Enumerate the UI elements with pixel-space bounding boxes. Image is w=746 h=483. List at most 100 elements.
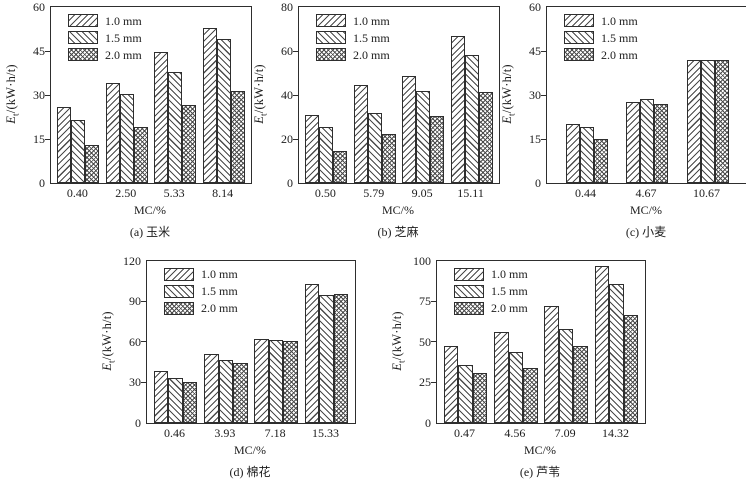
y-tick-label: 25 [419,375,431,390]
bar-group [153,261,198,423]
x-tick-label: 7.18 [264,425,286,440]
legend-label: 1.5 mm [601,30,638,45]
y-tick-label: 120 [123,253,141,268]
x-tick-label: 5.33 [163,186,185,200]
legend-item: 2.0 mm [316,48,390,61]
bar-groups [547,7,746,183]
legend-label: 1.5 mm [491,284,528,299]
x-tick-label: 9.05 [411,186,433,200]
chart-caption: (c) 小麦 [625,225,667,240]
bar-group [154,7,197,183]
bar [333,151,348,183]
y-tick-label: 100 [413,253,431,268]
bar [85,144,100,183]
y-tick-mark [431,341,436,343]
bar-groups [437,261,645,423]
bar [168,378,183,423]
plot-area: 0 20 40 60 80 1.0 mm 1.5 mm 2.0 mm [281,1,500,189]
bar [493,331,509,423]
y-tick-mark [293,50,298,52]
legend-item: 1.0 mm [316,14,390,27]
legend-swatch [68,31,98,44]
chart-a: Et/(kW·h/t) 0 15 30 45 60 1.0 mm 1.5 mm 2.0 mm 0.… [4,1,252,240]
x-tick-label: 0.47 [453,425,475,440]
legend-item: 2.0 mm [454,301,528,316]
legend-swatch [454,267,484,281]
bar [558,328,574,423]
legend-label: 1.0 mm [201,267,238,282]
legend-swatch [164,284,194,298]
legend-item: 1.5 mm [316,31,390,44]
bar-group [443,261,488,423]
x-tick-labels: 0.40 2.50 5.33 8.14 [50,186,250,200]
y-tick-label: 45 [33,44,45,58]
x-tick-label: 4.56 [504,425,526,440]
x-tick-label: 8.14 [212,186,234,200]
legend-label: 2.0 mm [601,47,638,62]
bar [202,27,217,183]
legend: 1.0 mm 1.5 mm 2.0 mm [164,267,238,315]
bar-group [686,7,729,183]
y-tick-label: 0 [287,176,293,190]
bar [700,59,715,183]
bottom-chart-row: Et/(kW·h/t) 0 30 60 90 120 1.0 mm 1.5 mm 2.0 mm 0… [2,255,744,480]
x-tick-label: 0.46 [163,425,185,440]
legend-label: 2.0 mm [353,47,390,62]
y-tick-label: 60 [129,334,141,349]
y-tick-label: 60 [529,0,541,14]
legend-swatch [454,301,484,315]
x-tick-label: 0.50 [314,186,336,200]
y-tick-label: 60 [33,0,45,14]
y-tick-label: 50 [419,334,431,349]
legend-label: 1.0 mm [491,267,528,282]
bar-group [57,7,100,183]
bar [57,106,72,183]
legend-item: 2.0 mm [164,301,238,315]
bar-groups [51,7,251,183]
bar [182,105,197,183]
bar [154,52,169,183]
legend-swatch [564,31,594,44]
bar [168,71,183,183]
bar-group [254,261,298,423]
bar-group [626,7,668,183]
x-tick-label: 10.67 [693,186,720,200]
bar [203,353,219,423]
bar [478,91,493,183]
y-tick-label: 20 [281,132,293,146]
legend-label: 2.0 mm [105,47,142,62]
legend-item: 2.0 mm [68,48,142,61]
y-tick-mark [45,50,50,52]
x-axis-label: MC/% [381,203,414,218]
bar [153,371,169,423]
bar [133,127,148,183]
bar-group [594,261,639,423]
legend-item: 1.0 mm [454,267,528,282]
plot-area: 0 25 50 75 100 1.0 mm 1.5 mm 2.0 mm [413,255,646,429]
legend-item: 1.5 mm [164,284,238,298]
plot-area: 0 15 30 45 60 1.0 mm 1.5 mm 2.0 mm [529,1,746,189]
legend-label: 1.5 mm [105,30,142,45]
bar [573,345,588,423]
bar [119,93,134,183]
y-tick-label: 30 [529,88,541,102]
legend-label: 1.0 mm [105,13,142,28]
legend-swatch [68,48,98,61]
legend-swatch [454,284,484,298]
legend-swatch [316,31,346,44]
x-tick-label: 4.67 [635,186,657,200]
y-tick-label: 40 [281,88,293,102]
legend-swatch [316,48,346,61]
x-tick-labels: 0.47 4.56 7.09 14.32 [436,425,644,440]
bar [416,90,431,183]
legend-swatch [316,14,346,27]
legend-label: 2.0 mm [491,301,528,316]
legend-label: 1.0 mm [601,13,638,28]
legend-swatch [564,14,594,27]
chart-e: Et/(kW·h/t) 0 25 50 75 100 1.0 mm 1.5 mm 2.0 mm 0… [390,255,646,480]
bar [626,102,640,183]
x-tick-label: 3.93 [214,425,236,440]
legend-item: 1.0 mm [68,14,142,27]
bar [353,85,368,183]
